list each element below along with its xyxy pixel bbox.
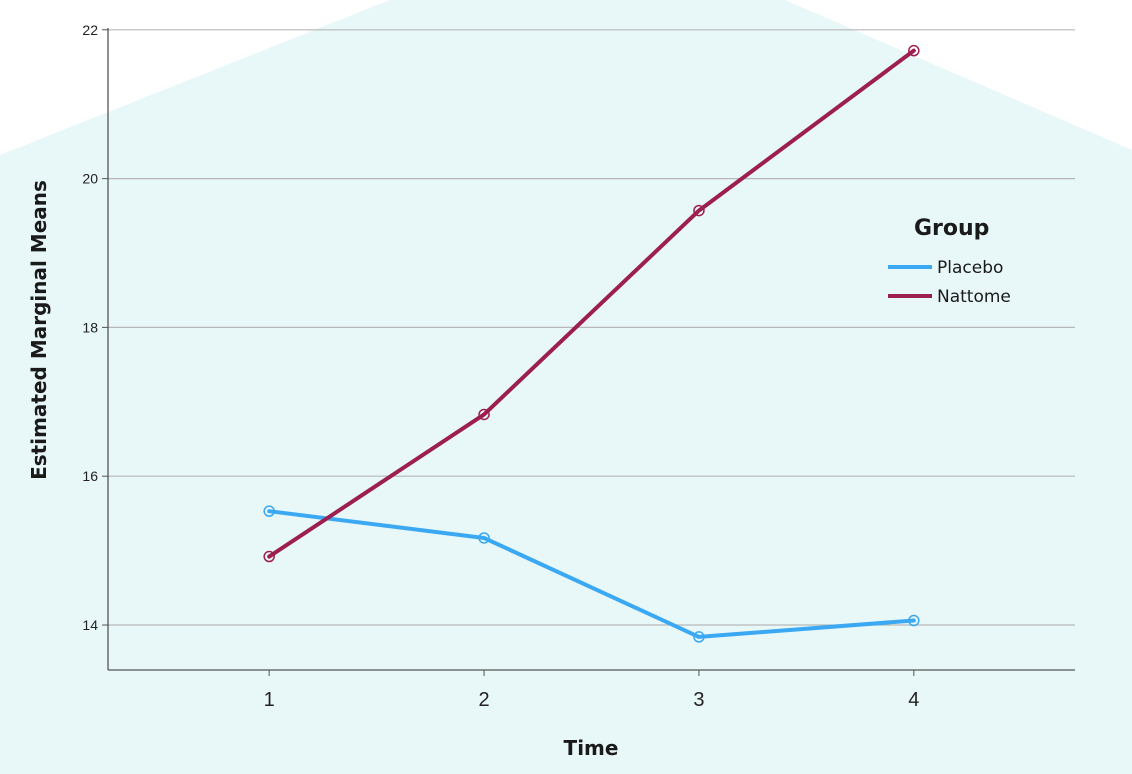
data-point-nattome-4: [908, 44, 920, 57]
legend-label-nattome: Nattome: [937, 287, 1011, 307]
legend: Group Placebo Nattome: [888, 216, 1011, 307]
series-points: [263, 44, 920, 643]
x-tick-label-2: 2: [478, 689, 489, 711]
series-line-placebo: [267, 509, 916, 639]
legend-label-placebo: Placebo: [937, 258, 1003, 278]
series-lines: [267, 48, 916, 639]
data-point-nattome-2: [478, 408, 490, 421]
y-tick-label-16: 16: [82, 468, 98, 484]
y-tick-labels: 14 16 18 20 22: [82, 22, 98, 633]
y-tick-label-20: 20: [82, 171, 98, 187]
y-tick-label-14: 14: [82, 617, 98, 633]
series-line-nattome: [267, 48, 916, 559]
data-point-nattome-3: [693, 204, 705, 217]
y-tick-label-18: 18: [82, 319, 98, 335]
y-axis-title: Estimated Marginal Means: [27, 180, 51, 480]
data-point-placebo-3: [693, 631, 705, 643]
x-tick-label-1: 1: [264, 689, 275, 711]
x-tick-label-3: 3: [693, 689, 704, 711]
y-tick-label-22: 22: [82, 22, 98, 38]
x-axis-title: Time: [564, 736, 619, 760]
data-point-placebo-2: [478, 532, 490, 544]
axes: [107, 28, 1075, 676]
x-tick-labels: 1 2 3 4: [264, 689, 920, 711]
data-point-placebo-1: [263, 505, 275, 517]
x-tick-label-4: 4: [908, 689, 919, 711]
legend-title: Group: [914, 216, 989, 241]
data-point-nattome-1: [263, 550, 275, 563]
data-point-placebo-4: [908, 614, 920, 627]
